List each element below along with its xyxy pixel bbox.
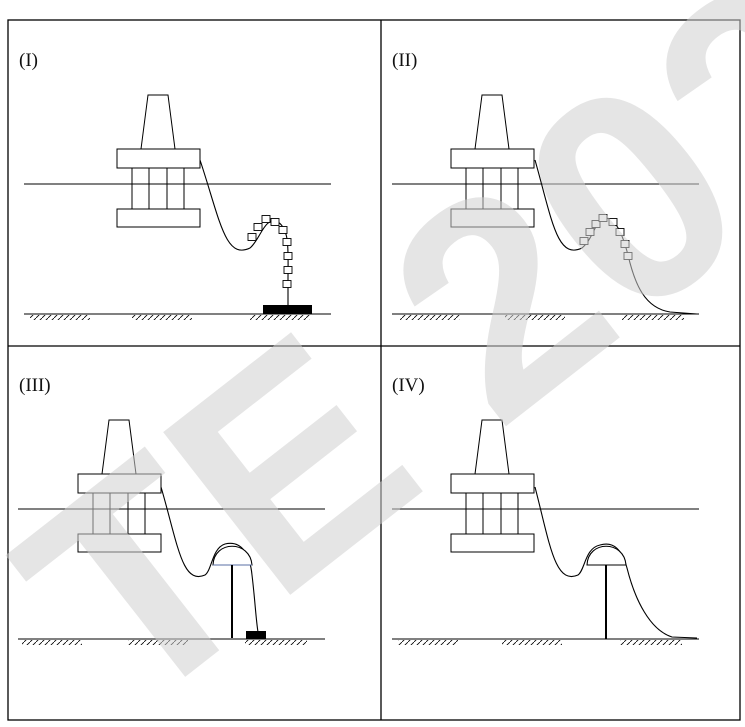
panel-grid bbox=[7, 19, 741, 721]
panel-1: (I) bbox=[19, 50, 331, 320]
panel-4: (IV) bbox=[392, 375, 699, 645]
anchor-base bbox=[246, 631, 266, 639]
panel-2-label: (II) bbox=[392, 50, 417, 71]
anchor-base bbox=[263, 305, 312, 314]
seabed-hatching bbox=[22, 640, 307, 645]
seabed-hatching bbox=[398, 640, 682, 645]
seabed-hatching bbox=[400, 315, 684, 320]
floating-platform bbox=[116, 94, 201, 228]
seabed-hatching bbox=[30, 315, 310, 320]
riser-line bbox=[534, 486, 698, 639]
arch-buoy bbox=[212, 545, 253, 566]
panel-4-label: (IV) bbox=[392, 375, 425, 396]
arch-buoy bbox=[586, 545, 627, 566]
panel-1-label: (I) bbox=[19, 50, 38, 71]
panel-3: (III) bbox=[18, 375, 325, 645]
panel-3-label: (III) bbox=[19, 375, 51, 396]
panel-2: (II) bbox=[392, 50, 699, 320]
riser-line bbox=[199, 159, 289, 308]
riser-line bbox=[160, 486, 259, 633]
